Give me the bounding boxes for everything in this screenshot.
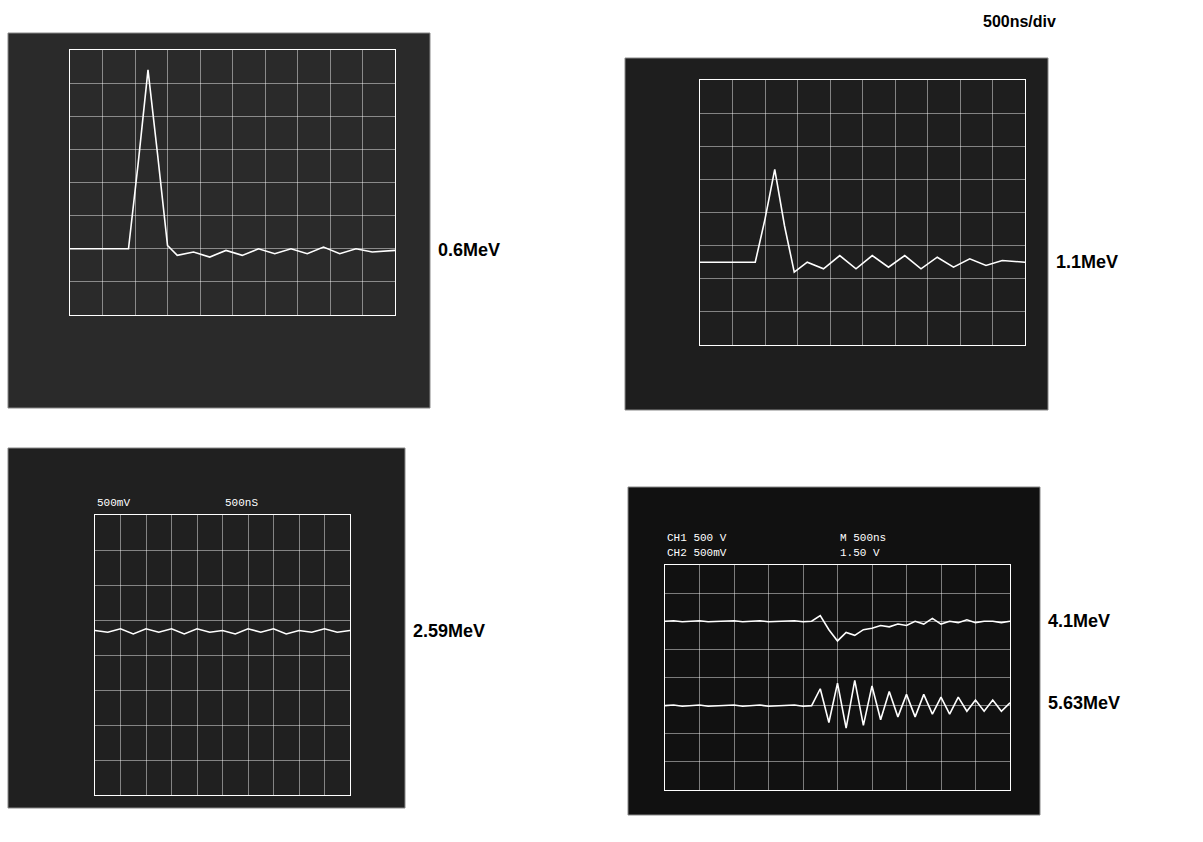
svg-text:CH2 500mV: CH2 500mV bbox=[667, 547, 727, 559]
svg-text:2.59MeV: 2.59MeV bbox=[413, 621, 485, 641]
svg-text:M 500ns: M 500ns bbox=[840, 532, 886, 544]
svg-text:500mV: 500mV bbox=[97, 497, 130, 509]
svg-text:CH1 500 V: CH1 500 V bbox=[667, 532, 727, 544]
svg-text:0.6MeV: 0.6MeV bbox=[438, 240, 500, 260]
svg-text:1.50 V: 1.50 V bbox=[840, 547, 880, 559]
svg-text:500nS: 500nS bbox=[225, 497, 258, 509]
svg-text:4.1MeV: 4.1MeV bbox=[1048, 611, 1110, 631]
svg-text:5.63MeV: 5.63MeV bbox=[1048, 693, 1120, 713]
svg-text:1.1MeV: 1.1MeV bbox=[1056, 252, 1118, 272]
svg-text:500ns/div: 500ns/div bbox=[983, 13, 1056, 30]
